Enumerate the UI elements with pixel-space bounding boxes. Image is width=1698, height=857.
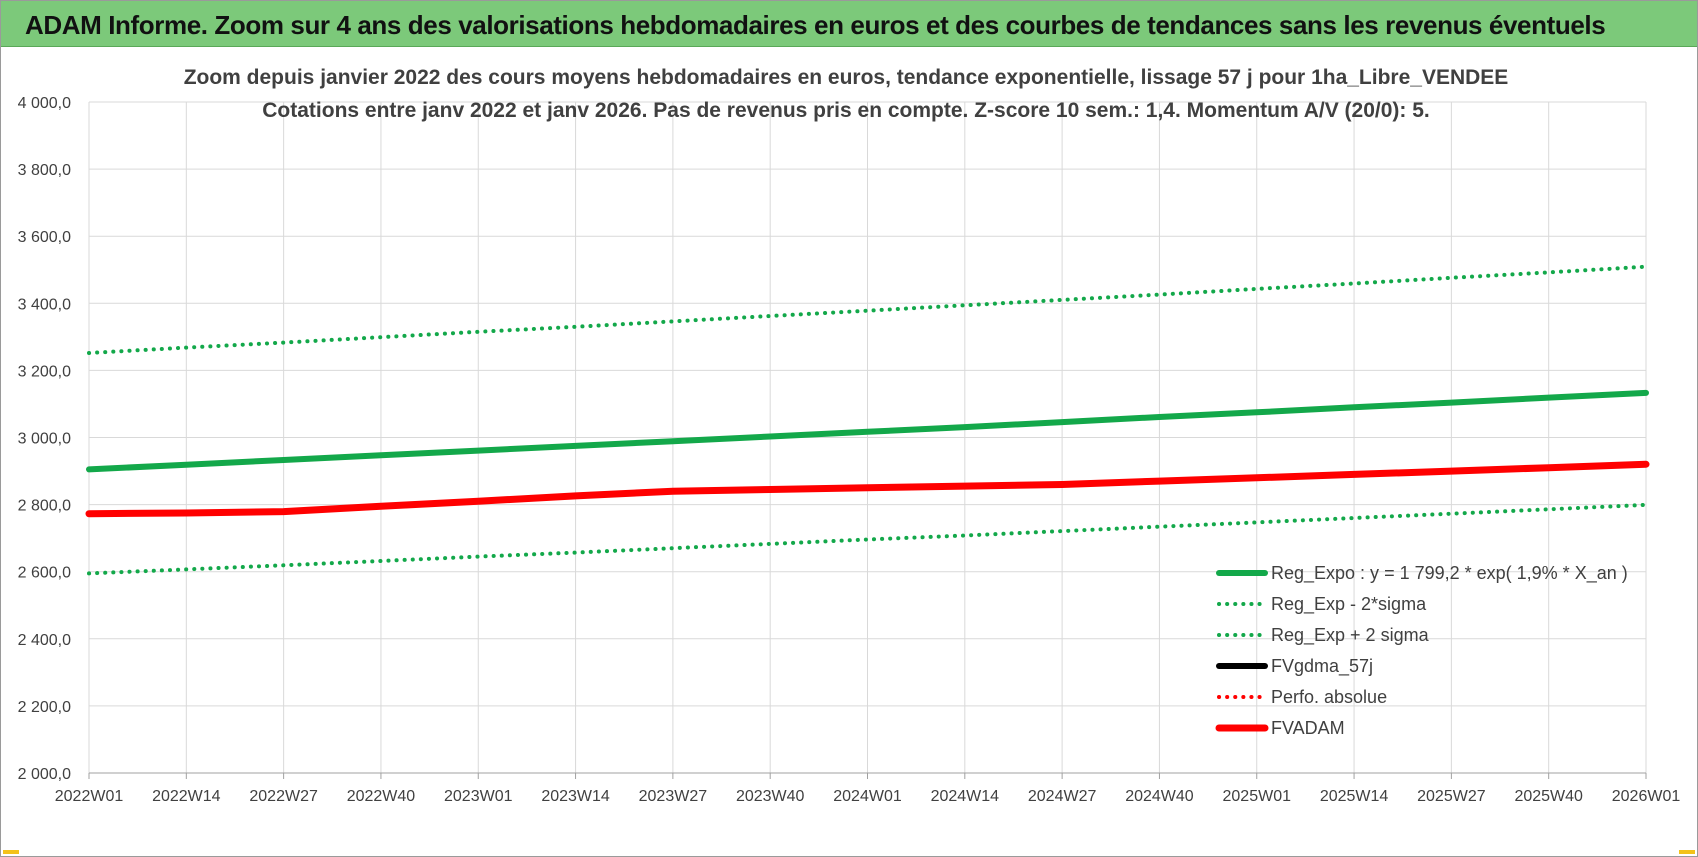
chart-subtitle: Cotations entre janv 2022 et janv 2026. … xyxy=(262,99,1430,122)
series-layer xyxy=(85,264,1650,576)
legend-item: Perfo. absolue xyxy=(1217,687,1387,707)
x-tick-label: 2024W01 xyxy=(833,788,902,805)
series-line-fvadam xyxy=(85,460,1650,518)
corner-marker-bottom-right xyxy=(1679,850,1695,854)
x-tick-label: 2023W27 xyxy=(639,788,708,805)
x-tick-label: 2022W01 xyxy=(55,788,124,805)
y-tick-label: 2 200,0 xyxy=(18,699,71,716)
chart-frame: 4 000,0 3 800,0 3 600,0 3 400,0 3 200,0 3 000… xyxy=(1,47,1697,857)
legend-item: FVgdma_57j xyxy=(1216,656,1373,677)
x-tick-label: 2025W01 xyxy=(1223,788,1292,805)
y-tick-label: 3 400,0 xyxy=(18,296,71,313)
y-tick-label: 2 600,0 xyxy=(18,565,71,582)
banner-title: ADAM Informe. Zoom sur 4 ans des valoris… xyxy=(25,10,1606,40)
y-tick-label: 2 400,0 xyxy=(18,632,71,649)
x-tick-label: 2023W01 xyxy=(444,788,513,805)
x-tick-label: 2025W40 xyxy=(1514,788,1583,805)
legend-item: FVADAM xyxy=(1215,718,1345,738)
legend-item: Reg_Exp + 2 sigma xyxy=(1217,625,1430,646)
legend-label: Perfo. absolue xyxy=(1271,687,1387,707)
legend-label: Reg_Exp + 2 sigma xyxy=(1271,625,1430,646)
x-tick-label: 2024W27 xyxy=(1028,788,1097,805)
y-tick-label: 3 800,0 xyxy=(18,162,71,179)
x-tick-label: 2022W27 xyxy=(249,788,318,805)
legend: Reg_Expo : y = 1 799,2 * exp( 1,9% * X_a… xyxy=(1215,563,1628,738)
y-tick-label: 3 200,0 xyxy=(18,363,71,380)
y-tick-label: 4 000,0 xyxy=(18,95,71,112)
y-tick-label: 3 600,0 xyxy=(18,229,71,246)
x-tick-label: 2025W27 xyxy=(1417,788,1486,805)
x-tick-label: 2023W14 xyxy=(541,788,610,805)
x-tick-label: 2023W40 xyxy=(736,788,805,805)
grid-layer xyxy=(88,101,1647,774)
chart-title: Zoom depuis janvier 2022 des cours moyen… xyxy=(184,66,1509,89)
x-tick-label: 2024W14 xyxy=(931,788,1000,805)
series-line-reg-exp-2-sigma xyxy=(87,502,1648,576)
legend-label: FVADAM xyxy=(1271,718,1345,738)
legend-item: Reg_Exp - 2*sigma xyxy=(1217,594,1427,615)
series-line-reg-exp-2-sigma xyxy=(87,264,1648,355)
title-banner: ADAM Informe. Zoom sur 4 ans des valoris… xyxy=(1,1,1697,47)
corner-marker-bottom-left xyxy=(3,850,19,854)
y-tick-label: 2 800,0 xyxy=(18,498,71,515)
x-tick-label: 2022W40 xyxy=(347,788,416,805)
y-tick-label: 3 000,0 xyxy=(18,431,71,448)
axis-layer: 4 000,0 3 800,0 3 600,0 3 400,0 3 200,0 3 000… xyxy=(18,95,1681,805)
legend-label: Reg_Exp - 2*sigma xyxy=(1271,594,1427,615)
series-line-reg-expo-y-1-799-2-exp-1-9-x-an xyxy=(86,389,1649,473)
x-tick-label: 2026W01 xyxy=(1612,788,1681,805)
x-tick-label: 2025W14 xyxy=(1320,788,1389,805)
y-tick-label: 2 000,0 xyxy=(18,766,71,783)
legend-item: Reg_Expo : y = 1 799,2 * exp( 1,9% * X_a… xyxy=(1216,563,1628,584)
line-chart: 4 000,0 3 800,0 3 600,0 3 400,0 3 200,0 3 000… xyxy=(18,66,1681,805)
legend-label: Reg_Expo : y = 1 799,2 * exp( 1,9% * X_a… xyxy=(1271,563,1628,584)
legend-label: FVgdma_57j xyxy=(1271,656,1373,677)
x-tick-label: 2022W14 xyxy=(152,788,221,805)
x-tick-label: 2024W40 xyxy=(1125,788,1194,805)
